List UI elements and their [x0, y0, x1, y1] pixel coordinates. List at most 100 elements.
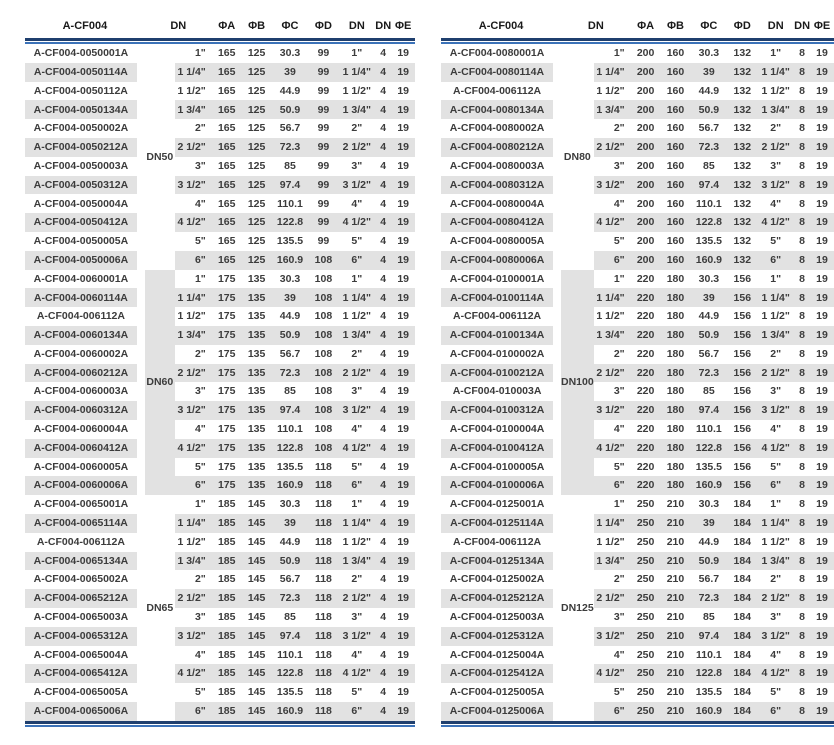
- phi-d-cell: 156: [733, 385, 752, 398]
- phi-e-cell: 19: [810, 701, 834, 721]
- spec-row: A-CF004-0100312A 3 1/2" 220 180 97.4 156 3 1/2…: [441, 401, 834, 420]
- rule-dark-line: [441, 38, 834, 41]
- phi-e-cell: 19: [391, 250, 416, 270]
- phi-d-cell: 156: [733, 310, 752, 323]
- phi-e-cell: 19: [816, 235, 828, 248]
- part-number-cell: A-CF004-0125212A: [441, 589, 561, 608]
- header-row: A-CF004 DN ΦA ΦB ΦC ΦD DN DN ΦE: [25, 14, 415, 38]
- dn-inch-cell: 1": [351, 47, 363, 60]
- phi-b-cell: 145: [247, 648, 266, 661]
- phi-b-cell: 210: [660, 701, 691, 721]
- part-number-cell: A-CF004-0100114A: [441, 288, 561, 308]
- spec-row: A-CF004-006112A 1 1/2" 185 145 44.9 118 1 1/2"…: [25, 533, 415, 552]
- dn-size-cell: 1 3/4": [174, 551, 212, 571]
- dn-inch-cell: 4 1/2": [757, 438, 795, 458]
- part-number-cell: A-CF004-0100134A: [441, 325, 561, 345]
- spec-row: A-CF004-0060006A 6" 175 135 160.9 118 6" 4 19: [25, 476, 416, 496]
- dn-size-cell: 5": [194, 686, 206, 699]
- phi-b-cell: 145: [241, 626, 272, 646]
- dn-count-cell: 8: [799, 310, 806, 323]
- dn-count-cell: 8: [794, 250, 811, 270]
- phi-d-cell: 132: [733, 84, 752, 97]
- part-number-cell: A-CF004-0125312A: [441, 626, 561, 646]
- dn-count-cell: 8: [799, 84, 806, 97]
- part-number-cell: A-CF004-0065003A: [33, 611, 129, 624]
- col-header-dn: DN: [170, 20, 187, 32]
- phi-e-cell: 19: [816, 347, 828, 360]
- phi-b-cell: 210: [660, 551, 691, 571]
- dn-count-cell: 4: [380, 611, 387, 624]
- phi-a-cell: 220: [636, 310, 655, 323]
- dn-count-cell: 4: [375, 438, 392, 458]
- phi-b-cell: 210: [660, 513, 691, 533]
- phi-c-cell: 97.4: [690, 401, 728, 420]
- part-number-cell: A-CF004-0065004A: [33, 648, 129, 661]
- phi-b-cell: 210: [666, 611, 685, 624]
- phi-b-cell: 135: [247, 460, 266, 473]
- spec-row: A-CF004-0125002A 2" 250 210 56.7 184 2" 8 19: [441, 570, 834, 589]
- phi-c-cell: 30.3: [698, 272, 720, 285]
- dn-size-cell: 1 3/4": [593, 100, 631, 120]
- dn-count-cell: 8: [799, 272, 806, 285]
- phi-a-cell: 250: [630, 513, 661, 533]
- dn-count-cell: 4: [380, 423, 387, 436]
- phi-b-cell: 180: [666, 423, 685, 436]
- phi-e-cell: 19: [816, 611, 828, 624]
- dn-count-cell: 4: [380, 47, 387, 60]
- phi-a-cell: 175: [217, 460, 236, 473]
- part-number-cell: A-CF004-0100006A: [441, 476, 561, 496]
- dn-count-cell: 8: [799, 197, 806, 210]
- phi-e-cell: 19: [397, 423, 409, 436]
- phi-d-cell: 118: [308, 664, 339, 684]
- phi-a-cell: 175: [211, 325, 242, 345]
- dn-count-cell: 4: [375, 213, 392, 232]
- part-number-cell: A-CF004-006112A: [453, 535, 542, 548]
- spec-row: A-CF004-0065312A 3 1/2" 185 145 97.4 118 3 1/2…: [25, 626, 416, 646]
- part-number-cell: A-CF004-0065001A: [33, 498, 129, 511]
- dn-inch-cell: 1 1/2": [342, 535, 371, 548]
- phi-c-cell: 30.3: [698, 498, 720, 511]
- phi-e-cell: 19: [810, 626, 834, 646]
- part-number-cell: A-CF004-006112A: [453, 310, 542, 323]
- phi-a-cell: 185: [217, 498, 236, 511]
- phi-c-cell: 72.3: [690, 589, 728, 608]
- part-number-cell: A-CF004-0065412A: [25, 664, 145, 684]
- phi-c-cell: 56.7: [698, 573, 720, 586]
- phi-c-cell: 85: [284, 159, 296, 172]
- phi-b-cell: 145: [247, 573, 266, 586]
- part-number-cell: A-CF004-0060004A: [33, 423, 129, 436]
- phi-e-cell: 19: [397, 84, 409, 97]
- blue-rule-row: [25, 720, 416, 727]
- dn-inch-cell: 2": [351, 573, 363, 586]
- phi-c-cell: 50.9: [690, 100, 728, 120]
- dn-size-cell: 3 1/2": [174, 175, 212, 195]
- phi-a-cell: 165: [217, 159, 236, 172]
- part-number-cell: A-CF004-0080001A: [449, 47, 545, 60]
- phi-b-cell: 180: [660, 476, 691, 496]
- phi-a-cell: 220: [636, 385, 655, 398]
- phi-c-cell: 135.5: [695, 686, 723, 699]
- dn-inch-cell: 4 1/2": [338, 213, 376, 232]
- spec-row: A-CF004-0080001A DN80 1" 200 160 30.3 132 1" 8 19: [441, 44, 834, 270]
- phi-a-cell: 175: [211, 438, 242, 458]
- phi-a-cell: 165: [211, 137, 242, 157]
- phi-a-cell: 250: [630, 701, 661, 721]
- phi-d-cell: 132: [733, 47, 752, 60]
- spec-row: A-CF004-0060212A 2 1/2" 175 135 72.3 108 2 1/2…: [25, 363, 416, 383]
- dn-count-cell: 8: [799, 573, 806, 586]
- phi-c-cell: 72.3: [690, 363, 728, 383]
- dn-inch-cell: 1 1/2": [761, 310, 790, 323]
- phi-a-cell: 250: [630, 664, 661, 684]
- dn-count-cell: 4: [375, 664, 392, 684]
- phi-e-cell: 19: [810, 213, 834, 232]
- spec-row: A-CF004-0125212A 2 1/2" 250 210 72.3 184 2 1/2…: [441, 589, 834, 608]
- phi-b-cell: 210: [666, 573, 685, 586]
- dn-size-cell: 6": [174, 476, 212, 496]
- spec-row: A-CF004-0060003A 3" 175 135 85 108 3" 4 19: [25, 382, 415, 401]
- phi-b-cell: 125: [247, 84, 266, 97]
- dn-inch-cell: 4 1/2": [757, 213, 795, 232]
- dn-count-cell: 8: [794, 626, 811, 646]
- part-number-cell: A-CF004-0065006A: [25, 701, 145, 721]
- spec-row: A-CF004-0080312A 3 1/2" 200 160 97.4 132 3 1/2…: [441, 175, 834, 195]
- dn-size-cell: 4": [613, 423, 625, 436]
